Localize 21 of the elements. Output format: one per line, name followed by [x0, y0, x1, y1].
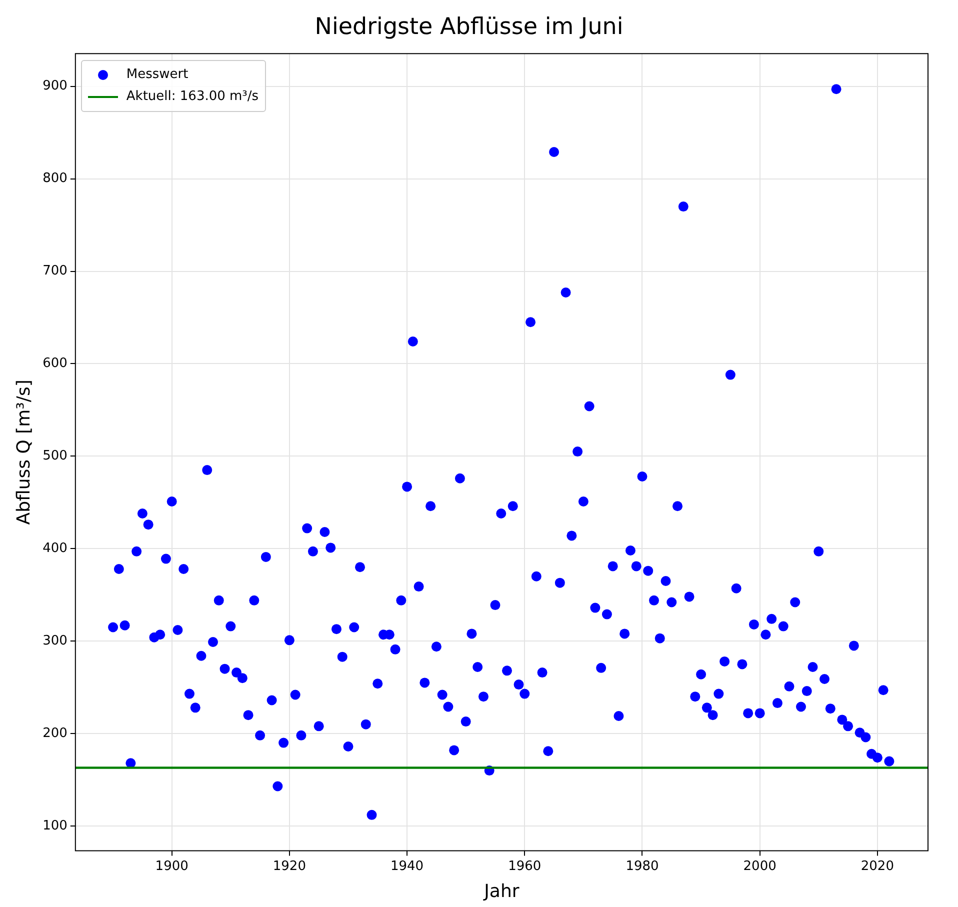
x-tick-label: 1900	[155, 858, 188, 874]
y-axis-title: Abfluss Q [m³/s]	[13, 380, 34, 525]
y-tick-label: 900	[42, 78, 68, 94]
x-axis-title: Jahr	[483, 880, 520, 902]
y-tick-label: 700	[42, 264, 68, 279]
y-tick-label: 100	[42, 818, 68, 834]
x-tick-label: 1920	[272, 858, 306, 874]
x-tick-label: 1980	[626, 858, 659, 874]
legend-label: Messwert	[126, 67, 188, 82]
y-tick-label: 500	[42, 448, 68, 464]
legend-label: Aktuell: 163.00 m³/s	[126, 89, 259, 104]
x-tick-label: 2020	[860, 858, 894, 874]
y-tick-label: 300	[42, 633, 68, 648]
x-tick-label: 2000	[743, 858, 776, 874]
x-tick-label: 1940	[390, 858, 424, 874]
y-tick-label: 400	[42, 541, 68, 556]
y-tick-label: 200	[42, 726, 68, 741]
x-tick-label: 1960	[508, 858, 542, 874]
chart-title: Niedrigste Abflüsse im Juni	[314, 14, 624, 40]
y-tick-label: 600	[42, 356, 68, 372]
y-tick-label: 800	[42, 171, 68, 186]
